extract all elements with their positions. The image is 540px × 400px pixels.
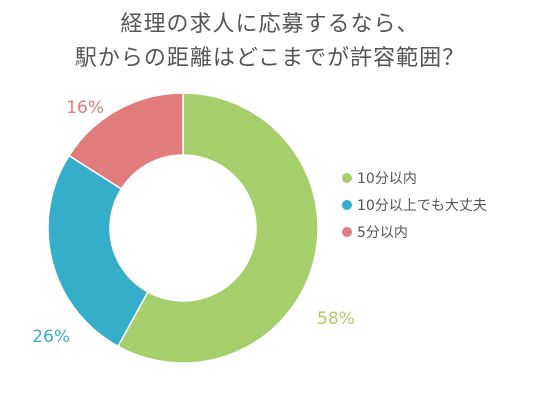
- data-labels: 58% 26% 16%: [32, 98, 355, 347]
- donut-slices: [47, 92, 319, 364]
- chart-title-line-1: 経理の求人に応募するなら、: [120, 12, 420, 37]
- legend-marker-1: [342, 173, 352, 183]
- donut-slice-3: [67, 92, 184, 190]
- legend-label-3: 5分以内: [357, 225, 408, 241]
- legend-marker-3: [342, 227, 352, 237]
- legend-marker-2: [342, 200, 352, 210]
- legend-label-1: 10分以内: [357, 171, 417, 187]
- chart-title: 経理の求人に応募するなら、 駅からの距離はどこまでが許容範囲？: [0, 8, 540, 76]
- data-label-1: 58%: [317, 309, 355, 329]
- chart-legend: 10分以内 10分以上でも大丈夫 5分以内: [342, 171, 487, 241]
- donut-slice-2: [47, 154, 149, 348]
- donut-slice-1: [116, 92, 319, 364]
- legend-label-2: 10分以上でも大丈夫: [357, 198, 487, 214]
- data-label-2: 26%: [32, 327, 70, 347]
- chart-title-line-2: 駅からの距離はどこまでが許容範囲？: [74, 46, 466, 71]
- data-label-3: 16%: [66, 98, 104, 118]
